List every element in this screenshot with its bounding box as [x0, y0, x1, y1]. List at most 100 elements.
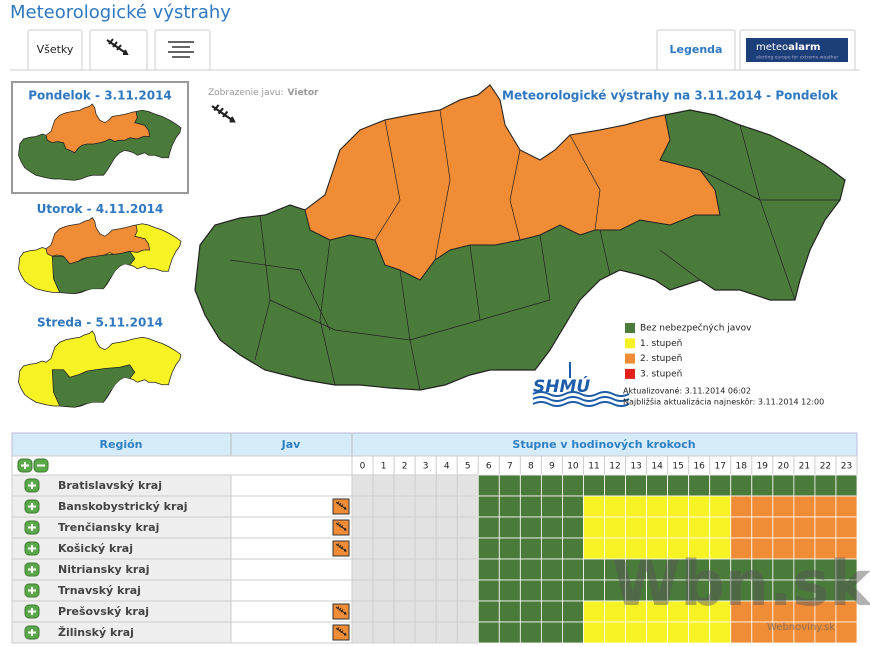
expand-row[interactable] — [24, 541, 40, 556]
hour-cell — [351, 579, 374, 602]
meteoalarm-name: meteoalarm — [756, 42, 820, 53]
hour-cell — [562, 558, 584, 581]
expand-row[interactable] — [24, 499, 40, 514]
meteoalarm-tagline: alerting europe for extreme weather — [756, 55, 838, 61]
hour-cell — [583, 495, 605, 518]
hour-cell — [519, 558, 542, 581]
hour-cell — [414, 600, 437, 623]
expand-row[interactable] — [24, 562, 40, 577]
hour-cell — [625, 621, 647, 644]
hour-cell — [709, 474, 732, 497]
hour-cell — [456, 495, 479, 518]
legend-swatch — [625, 323, 635, 333]
region-name[interactable]: Banskobystrický kraj — [58, 500, 188, 513]
expand-row[interactable] — [24, 604, 40, 619]
hour-cell — [519, 579, 542, 602]
day-label[interactable]: Streda - 5.11.2014 — [37, 316, 163, 330]
hour-label: 3 — [423, 462, 429, 472]
tab-all[interactable] — [27, 29, 83, 71]
region-name[interactable]: Prešovský kraj — [58, 605, 149, 618]
day-map[interactable] — [18, 217, 182, 295]
legend-label: 1. stupeň — [640, 338, 682, 349]
hour-cell — [498, 558, 521, 581]
hour-cell — [688, 474, 711, 497]
hour-cell — [625, 516, 647, 539]
wind-arrow — [335, 501, 347, 510]
hour-cell — [730, 621, 753, 644]
hour-cell — [583, 516, 605, 539]
region-name[interactable]: Trnavský kraj — [58, 584, 141, 597]
tab-legend[interactable] — [656, 29, 736, 71]
expand-row[interactable] — [24, 583, 40, 598]
fog-icon — [168, 41, 194, 58]
hour-cell — [435, 474, 458, 497]
phenomenon-value: Vietor — [288, 88, 319, 98]
day-map[interactable] — [18, 330, 182, 408]
hour-label: 8 — [528, 462, 534, 472]
wind-icon — [106, 38, 129, 55]
hour-cell — [709, 495, 732, 518]
hour-cell — [498, 537, 521, 560]
meteoalarm-logo — [746, 38, 848, 62]
phenomenon: Zobrazenie javu: Vietor — [208, 88, 319, 98]
wind-arrow — [211, 104, 236, 123]
tab-label: Legenda — [670, 43, 723, 56]
hour-label: 23 — [841, 462, 852, 472]
hour-cell — [414, 537, 437, 560]
hour-label: 16 — [693, 462, 705, 472]
wind-icon — [335, 543, 347, 552]
expand-row[interactable] — [24, 625, 40, 640]
region-name[interactable]: Košický kraj — [58, 542, 133, 555]
hour-cell — [435, 558, 458, 581]
wind-icon — [335, 606, 347, 615]
hour-cell — [456, 579, 479, 602]
hour-cell — [562, 495, 584, 518]
tab-other[interactable] — [154, 29, 211, 71]
meteoalarm-part: meteo — [756, 42, 788, 53]
expand-row[interactable] — [24, 520, 40, 535]
watermark-site: Webnoviny.sk — [767, 622, 835, 633]
region-name[interactable]: Žilinský kraj — [58, 626, 134, 639]
legend-label: Bez nebezpečných javov — [640, 323, 752, 334]
hour-cell — [519, 621, 542, 644]
hour-cell — [751, 495, 774, 518]
region-name[interactable]: Nitriansky kraj — [58, 563, 149, 576]
hour-cell — [519, 516, 542, 539]
hour-cell — [751, 474, 774, 497]
hour-cell — [583, 537, 605, 560]
row-jav-cell — [230, 579, 353, 602]
hour-cell — [435, 600, 458, 623]
hour-cell — [540, 495, 563, 518]
hour-cell — [372, 474, 395, 497]
hour-cell — [477, 558, 500, 581]
collapse-all[interactable] — [33, 458, 49, 473]
hour-cell — [540, 474, 563, 497]
hour-cell — [688, 495, 711, 518]
hour-cell — [540, 579, 563, 602]
hour-cell — [688, 516, 711, 539]
table-header-label: Jav — [281, 438, 302, 451]
hour-cell — [772, 474, 795, 497]
expand-row[interactable] — [24, 478, 40, 493]
hour-label: 11 — [588, 462, 599, 472]
wind-arrow — [335, 606, 347, 615]
region-name[interactable]: Trenčiansky kraj — [58, 521, 159, 534]
hour-cell — [562, 474, 584, 497]
hour-cell — [351, 621, 374, 644]
expand-all[interactable] — [17, 458, 33, 473]
day-label[interactable]: Utorok - 4.11.2014 — [37, 202, 164, 216]
wind-icon — [211, 104, 236, 123]
hour-cell — [814, 516, 837, 539]
map-center — [51, 250, 136, 294]
hour-cell — [772, 516, 795, 539]
hour-label: 18 — [736, 462, 748, 472]
region-name[interactable]: Bratislavský kraj — [58, 479, 162, 492]
tab-wind[interactable] — [89, 29, 148, 71]
day-map[interactable] — [18, 103, 182, 181]
hour-cell — [414, 558, 437, 581]
hour-cell — [667, 621, 690, 644]
hour-cell — [835, 495, 858, 518]
day-label[interactable]: Pondelok - 3.11.2014 — [28, 89, 172, 103]
map-overlays — [229, 85, 840, 390]
hour-cell — [414, 474, 437, 497]
